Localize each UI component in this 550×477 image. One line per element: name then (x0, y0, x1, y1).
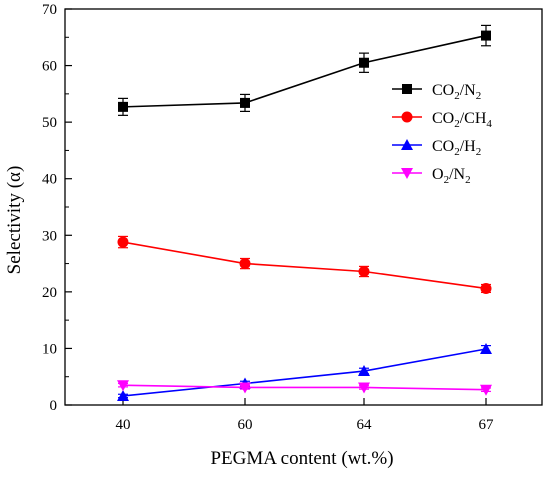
legend-label: CO2/H2 (432, 138, 481, 158)
y-tick-label: 10 (42, 341, 57, 357)
series-line (122, 384, 487, 391)
data-point (481, 30, 491, 41)
legend-item-3: CO2/H2 (392, 138, 481, 158)
y-tick-label: 40 (42, 172, 57, 188)
y-axis-title: Selectivity (α) (4, 166, 25, 275)
series-4 (117, 380, 492, 396)
legend-marker (401, 111, 413, 123)
x-tick-label: 64 (357, 417, 373, 433)
legend-marker (401, 139, 413, 150)
legend-marker (401, 168, 413, 179)
data-point (239, 382, 251, 394)
y-tick-label: 20 (42, 285, 57, 301)
legend-item-4: O2/N2 (392, 166, 471, 186)
data-point (480, 342, 492, 354)
axes: 0 10 20 30 40 50 60 70 40 60 64 67 (42, 2, 543, 433)
series-line (122, 34, 487, 108)
series-group (117, 24, 492, 401)
series-2 (117, 235, 492, 294)
series-3 (117, 342, 492, 401)
plot-frame (64, 8, 543, 406)
data-point (480, 384, 492, 396)
y-tick-label: 70 (42, 2, 57, 18)
legend-label: CO2/CH4 (432, 110, 492, 130)
y-tick-label: 60 (42, 59, 57, 75)
data-point (239, 258, 251, 270)
x-tick-label: 60 (238, 417, 253, 433)
legend-label: O2/N2 (432, 166, 471, 186)
series-1 (118, 24, 491, 116)
legend: CO2/N2 CO2/CH4 CO2/H2 O2/N2 (392, 82, 492, 186)
y-tick-label: 50 (42, 115, 57, 131)
series-line (122, 241, 487, 290)
data-point (358, 382, 370, 394)
legend-item-2: CO2/CH4 (392, 110, 492, 130)
y-tick-label: 0 (50, 398, 58, 414)
data-point (359, 57, 369, 68)
x-tick-label: 67 (479, 417, 495, 433)
data-point (240, 97, 250, 108)
legend-label: CO2/N2 (432, 82, 481, 102)
data-point (117, 389, 129, 401)
data-point (117, 380, 129, 392)
data-point (118, 101, 128, 112)
y-tick-label: 30 (42, 228, 57, 244)
data-point (358, 265, 370, 277)
x-axis-title: PEGMA content (wt.%) (210, 448, 393, 469)
legend-marker (402, 84, 412, 94)
data-point (480, 282, 492, 294)
legend-item-1: CO2/N2 (392, 82, 481, 102)
data-point (358, 365, 370, 377)
x-tick-label: 40 (116, 417, 131, 433)
data-point (117, 236, 129, 248)
series-line (122, 348, 487, 397)
